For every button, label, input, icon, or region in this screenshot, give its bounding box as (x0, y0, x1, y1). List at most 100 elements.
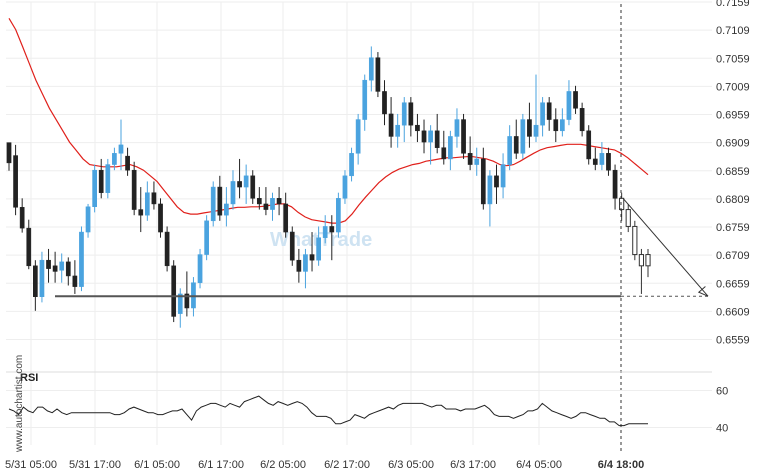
candle-body (349, 153, 354, 177)
candle-body (434, 130, 440, 148)
candle-body (92, 169, 97, 207)
candle-body (144, 192, 150, 216)
candle-body (322, 226, 328, 238)
time-tick-label: 6/2 17:00 (324, 459, 370, 471)
candle-body (138, 209, 144, 216)
candle-body (263, 203, 269, 210)
price-tick-label: 0.7159 (716, 0, 750, 9)
time-tick-label: 6/3 05:00 (388, 459, 434, 471)
candle-body (79, 231, 84, 287)
candle-body (303, 254, 308, 272)
candle-body (197, 254, 203, 283)
candle-body (342, 175, 348, 199)
candle-body (355, 119, 361, 154)
candle-body (573, 91, 578, 109)
candle-body (204, 220, 209, 255)
candle-body (388, 113, 394, 137)
candle-body (408, 102, 414, 126)
candle-body (606, 153, 611, 171)
time-tick-label: 6/1 05:00 (134, 459, 180, 471)
candle-body (85, 206, 91, 233)
candle-body (362, 79, 368, 120)
rsi-tick-label: 40 (716, 423, 728, 435)
candle-body (401, 102, 407, 126)
candle-body (13, 155, 18, 208)
price-tick-label: 0.7109 (716, 25, 750, 37)
candle-body (276, 198, 282, 205)
candle-body (533, 124, 539, 137)
candle-body (540, 102, 545, 126)
candle-body (415, 124, 420, 132)
candle-body (217, 186, 223, 216)
candle-body (39, 259, 45, 297)
candle-body (579, 108, 585, 132)
candle-body (487, 175, 493, 205)
candle-body (309, 254, 315, 261)
candle-body (382, 91, 387, 115)
rsi-tick-label: 60 (716, 386, 728, 398)
price-tick-label: 0.6559 (716, 335, 750, 347)
candle-body (441, 147, 447, 160)
candle-body (171, 265, 177, 317)
candle-body (560, 119, 565, 132)
candle-body (105, 164, 111, 193)
candle-body (480, 158, 486, 205)
candle-body (500, 164, 506, 188)
candle-body (513, 136, 519, 154)
price-tick-label: 0.6809 (716, 194, 750, 206)
price-tick-label: 0.6959 (716, 110, 750, 122)
price-tick-label: 0.6909 (716, 138, 750, 150)
candle-body (131, 169, 137, 210)
time-axis: 5/31 05:00 5/31 17:00 6/1 05:00 6/1 17:00 6/… (5, 459, 644, 471)
projection-arrow-line (622, 197, 709, 297)
moving-average-line (8, 17, 649, 224)
candle-body (428, 130, 433, 143)
candle-body (474, 158, 480, 165)
candle-body (118, 144, 124, 154)
time-tick-label: 6/4 18:00 (598, 459, 644, 471)
candle-body (52, 265, 58, 272)
candle-body (421, 130, 427, 143)
candle-body (270, 198, 275, 210)
candle-body (316, 237, 321, 261)
candle-body (632, 225, 638, 256)
candle-body (625, 209, 631, 227)
candle-body (230, 181, 236, 205)
candle-body (151, 192, 157, 205)
rsi-line (8, 395, 648, 427)
candle-body (454, 119, 460, 137)
candle-body (98, 169, 104, 193)
candle-body (6, 142, 12, 164)
projection-arrow-head (697, 286, 709, 297)
candlesticks (6, 46, 651, 328)
candle-body (467, 153, 473, 165)
price-tick-label: 0.7009 (716, 81, 750, 93)
candle-body (527, 119, 532, 137)
candle-body (59, 261, 65, 271)
time-tick-label: 6/2 05:00 (260, 459, 306, 471)
candle-body (72, 275, 78, 287)
side-watermark: www.autochartist.com (14, 355, 25, 453)
candle-body (336, 198, 341, 233)
candle-body (507, 136, 513, 165)
rsi-label: RSI (20, 372, 38, 384)
candle-body (46, 259, 51, 269)
candle-body (566, 91, 572, 120)
price-tick-label: 0.6759 (716, 222, 750, 234)
candle-body (19, 207, 25, 229)
time-tick-label: 6/3 17:00 (450, 459, 496, 471)
candle-body (395, 124, 401, 137)
candle-body (553, 119, 559, 132)
price-tick-label: 0.7059 (716, 53, 750, 65)
rsi-panel: RSI 60 40 (6, 371, 728, 435)
time-tick-label: 5/31 17:00 (69, 459, 121, 471)
candle-body (210, 186, 216, 222)
candle-body (112, 153, 117, 165)
candle-body (125, 155, 130, 171)
price-tick-label: 0.6709 (716, 250, 750, 262)
candle-body (184, 293, 190, 309)
candle-body (224, 203, 229, 216)
time-tick-label: 6/4 05:00 (516, 459, 562, 471)
candle-body (289, 231, 295, 261)
